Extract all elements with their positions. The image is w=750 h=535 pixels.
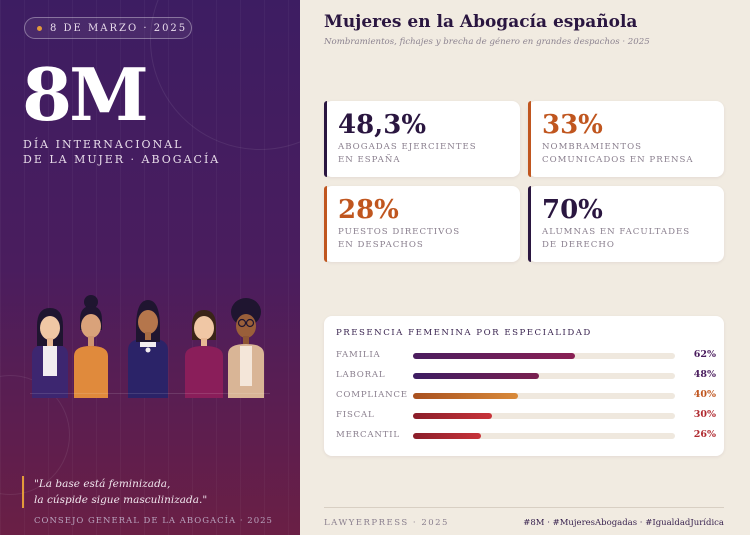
specialty-fill (413, 413, 492, 419)
stat-label: NOMBRAMIENTOS COMUNICADOS EN PRENSA (542, 141, 718, 166)
quote-line: "La base está feminizada, (34, 478, 171, 490)
stat-label-line: ABOGADAS EJERCIENTES (338, 142, 477, 152)
specialty-name: LABORAL (336, 370, 386, 380)
specialty-fill (413, 433, 482, 439)
stat-label-line: DE DERECHO (542, 239, 615, 250)
stat-label: PUESTOS DIRECTIVOS EN DESPACHOS (338, 226, 514, 251)
page-subtitle: Nombramientos, fichajes y brecha de géne… (324, 37, 650, 47)
specialty-fill (413, 353, 576, 359)
stat-card: 28% PUESTOS DIRECTIVOS EN DESPACHOS (324, 186, 520, 262)
specialty-track (413, 393, 675, 399)
specialty-percent: 48% (693, 369, 716, 380)
woman-figure-icon (74, 295, 108, 398)
stat-card: 48,3% ABOGADAS EJERCIENTES EN ESPAÑA (324, 101, 520, 177)
specialty-name: COMPLIANCE (336, 390, 408, 400)
specialty-percent: 26% (693, 429, 716, 440)
woman-figure-icon (228, 298, 264, 398)
stat-card: 33% NOMBRAMIENTOS COMUNICADOS EN PRENSA (528, 101, 724, 177)
stat-label-line: NOMBRAMIENTOS (542, 142, 643, 152)
date-text: 8 DE MARZO · 2025 (50, 22, 188, 34)
specialty-name: MERCANTIL (336, 430, 400, 440)
stat-value: 48,3% (338, 110, 427, 140)
stat-label: ALUMNAS EN FACULTADES DE DERECHO (542, 226, 718, 251)
specialty-percent: 40% (693, 389, 716, 400)
woman-figure-icon (32, 308, 68, 398)
specialty-row: FAMILIA 62% (336, 349, 716, 363)
specialty-name: FISCAL (336, 410, 375, 420)
headline-8m: 8M (22, 52, 149, 137)
specialty-row: LABORAL 48% (336, 369, 716, 383)
stat-label-line: EN DESPACHOS (338, 239, 424, 250)
ground-line (30, 393, 270, 394)
specialty-name: FAMILIA (336, 350, 381, 360)
specialty-track (413, 353, 675, 359)
footer-divider (324, 507, 724, 508)
stat-accent-bar (528, 101, 531, 177)
specialty-row: MERCANTIL 26% (336, 429, 716, 443)
specialty-panel: PRESENCIA FEMENINA POR ESPECIALIDAD FAMI… (324, 316, 724, 456)
specialty-row: FISCAL 30% (336, 409, 716, 423)
date-badge: 8 DE MARZO · 2025 (24, 17, 192, 39)
specialty-percent: 30% (693, 409, 716, 420)
quote-line: la cúspide sigue masculinizada." (34, 494, 208, 506)
stat-label-line: ALUMNAS EN FACULTADES (542, 227, 691, 237)
specialty-track (413, 413, 675, 419)
footer-source: LAWYERPRESS · 2025 (324, 518, 449, 528)
stat-label-line: PUESTOS DIRECTIVOS (338, 227, 461, 237)
hero-panel: 8 DE MARZO · 2025 8M DÍA INTERNACIONAL D… (0, 0, 300, 535)
specialty-row: COMPLIANCE 40% (336, 389, 716, 403)
women-group-illustration (32, 295, 264, 398)
hero-subtitle: DÍA INTERNACIONAL DE LA MUJER · ABOGACÍA (23, 137, 283, 167)
specialty-title: PRESENCIA FEMENINA POR ESPECIALIDAD (336, 328, 592, 338)
dot-icon (37, 25, 42, 31)
specialty-percent: 62% (693, 349, 716, 360)
specialty-track (413, 433, 675, 439)
stat-label-line: COMUNICADOS EN PRENSA (542, 154, 694, 165)
quote-credit: CONSEJO GENERAL DE LA ABOGACÍA · 2025 (34, 516, 273, 526)
stat-accent-bar (528, 186, 531, 262)
page-title: Mujeres en la Abogacía española (324, 12, 638, 32)
woman-figure-icon (185, 310, 223, 398)
hero-quote: "La base está feminizada, la cúspide sig… (22, 476, 207, 508)
stat-card: 70% ALUMNAS EN FACULTADES DE DERECHO (528, 186, 724, 262)
stat-accent-bar (324, 186, 327, 262)
specialty-track (413, 373, 675, 379)
hero-subtitle-line: DÍA INTERNACIONAL (23, 138, 184, 151)
specialty-fill (413, 373, 539, 379)
specialty-fill (413, 393, 518, 399)
woman-figure-icon (128, 300, 168, 398)
stat-accent-bar (324, 101, 327, 177)
stat-value: 33% (542, 110, 603, 140)
stat-value: 28% (338, 195, 399, 225)
stat-value: 70% (542, 195, 603, 225)
footer-hashtags: #8M · #MujeresAbogadas · #IgualdadJurídi… (523, 518, 724, 528)
stat-label: ABOGADAS EJERCIENTES EN ESPAÑA (338, 141, 514, 166)
stat-label-line: EN ESPAÑA (338, 154, 401, 165)
hero-subtitle-line: DE LA MUJER · ABOGACÍA (23, 153, 221, 166)
